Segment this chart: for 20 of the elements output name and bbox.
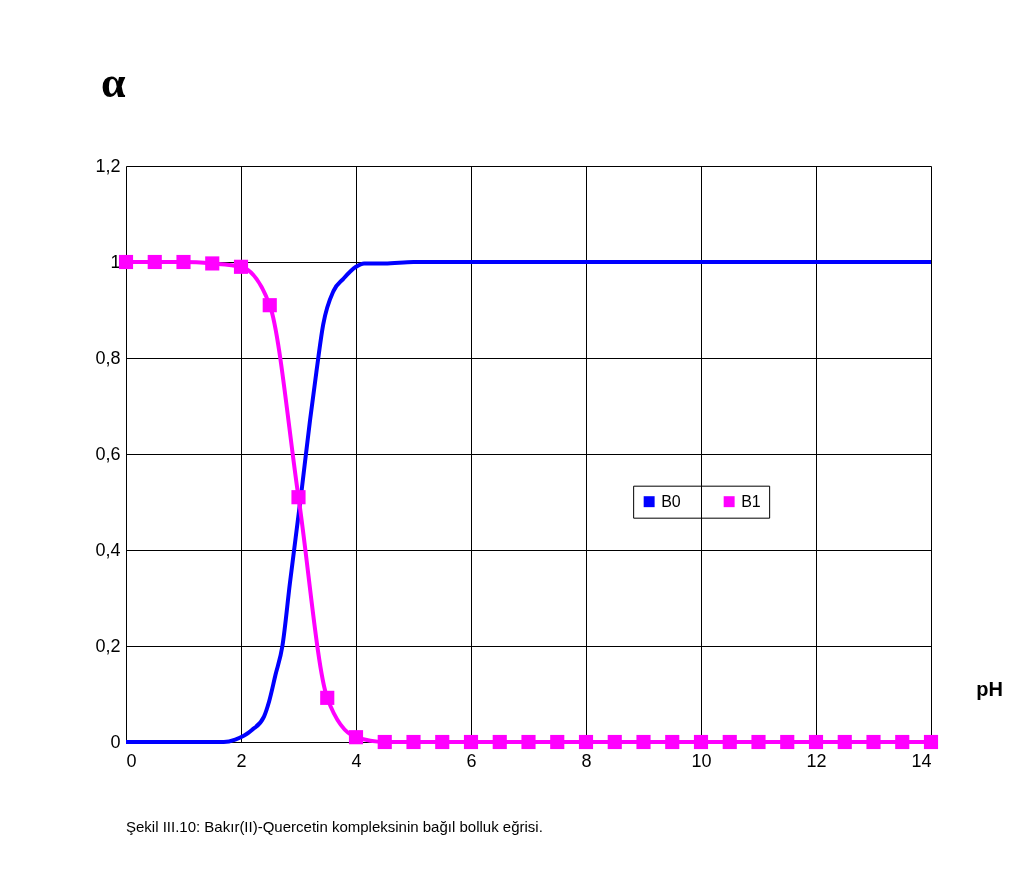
y-tick-label: 0,8 [95,347,121,368]
y-tick-label: 1,2 [95,155,121,176]
legend-label: B1 [741,492,761,510]
y-tick-label: 0,4 [95,539,121,560]
x-tick-label: 2 [236,750,247,771]
x-tick-label: 4 [351,750,362,771]
x-tick-label: 0 [126,750,137,771]
text: Şekil III.10: Bakır(II)-Quercetin kompleksinin bağıl bolluk eğrisi. [126,818,543,835]
y-tick-label: 0 [110,731,121,752]
x-tick-label: 8 [581,750,592,771]
legend-label: B0 [661,492,681,510]
x-tick-label: 10 [691,750,712,771]
x-axis-title: pH [976,678,1003,700]
x-tick-label: 12 [806,750,827,771]
y-axis-title: α [101,58,126,107]
y-tick-label: 1 [110,251,121,272]
x-tick-label: 14 [911,750,932,771]
y-tick-label: 0,2 [95,635,121,656]
y-tick-label: 0,6 [95,443,121,464]
x-tick-label: 6 [466,750,477,771]
